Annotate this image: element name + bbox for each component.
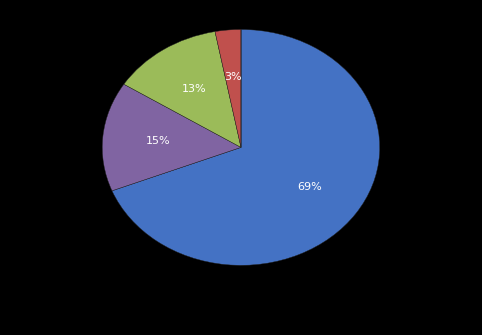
Wedge shape xyxy=(102,84,241,191)
Text: 69%: 69% xyxy=(297,182,322,192)
Wedge shape xyxy=(112,29,380,265)
Text: 13%: 13% xyxy=(182,84,206,94)
Wedge shape xyxy=(124,31,241,147)
Wedge shape xyxy=(215,29,241,147)
Text: 15%: 15% xyxy=(146,136,171,146)
Text: 3%: 3% xyxy=(224,72,242,82)
